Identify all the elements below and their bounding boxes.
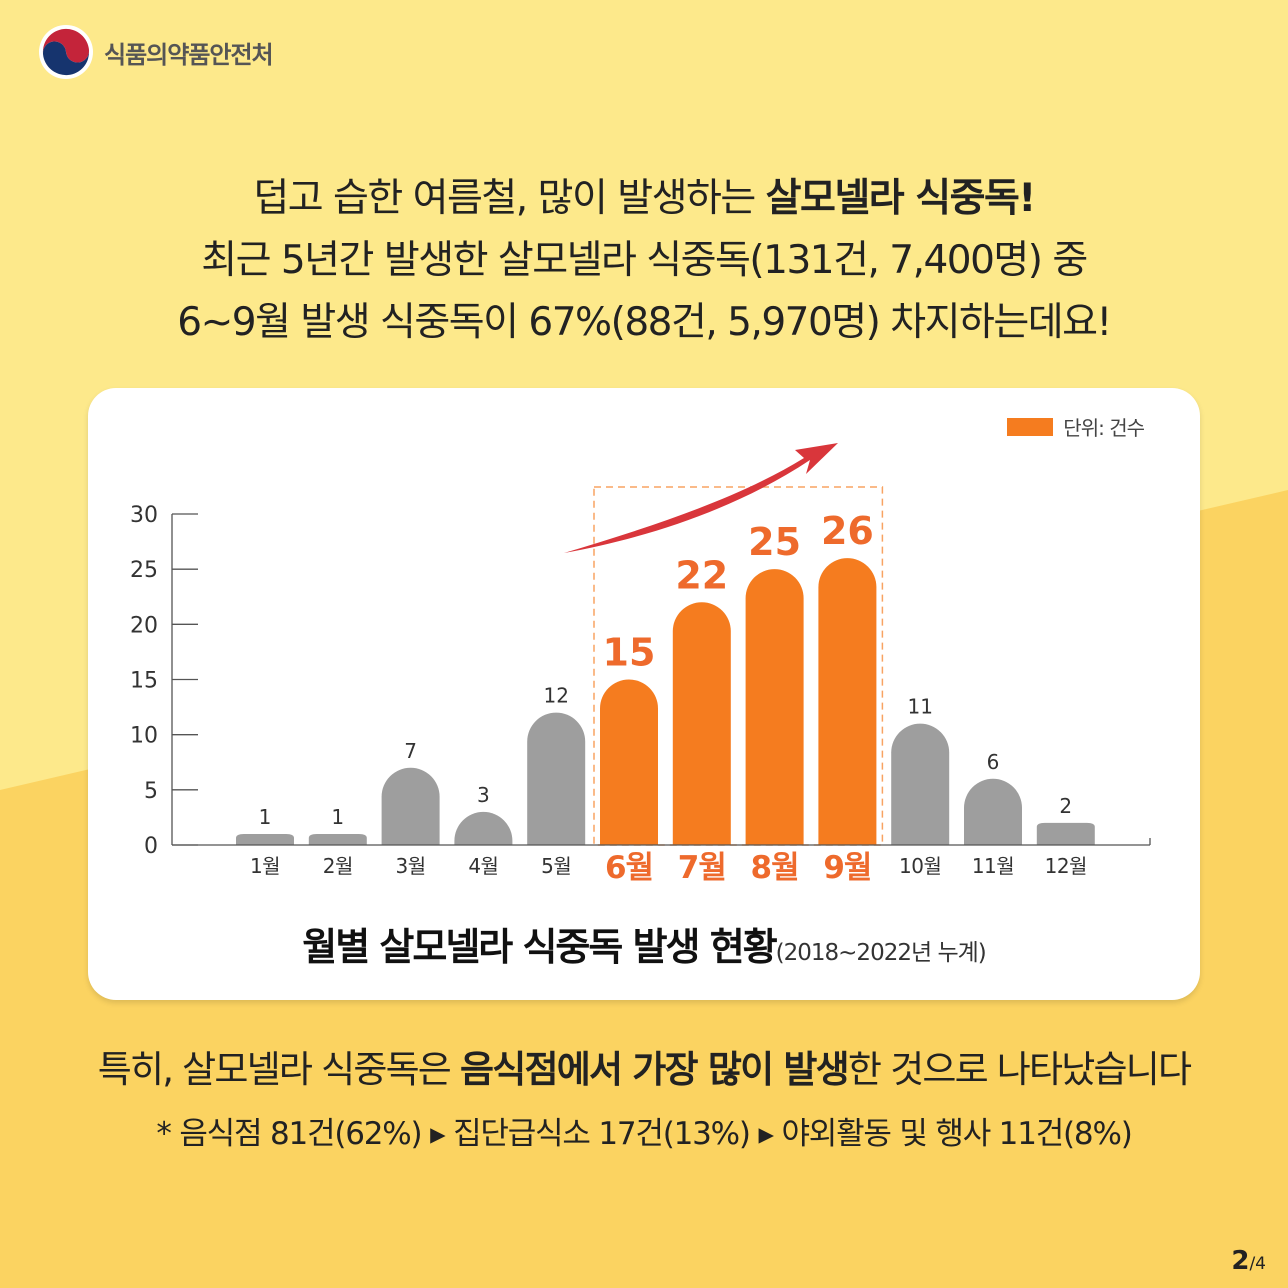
- y-tick-label: 0: [144, 834, 158, 859]
- bar: [1036, 822, 1095, 845]
- headline-line-2: 최근 5년간 발생한 살모넬라 식중독(131건, 7,400명) 중: [201, 238, 1088, 283]
- y-tick-label: 10: [130, 724, 158, 749]
- data-label: 22: [675, 553, 728, 597]
- x-tick-label: 10월: [899, 854, 941, 878]
- bar: [454, 811, 513, 845]
- x-tick-label: 4월: [468, 854, 498, 878]
- legend-label: 단위: 건수: [1063, 416, 1145, 440]
- bar: [308, 833, 367, 845]
- headline: 덥고 습한 여름철, 많이 발생하는 살모넬라 식중독! 최근 5년간 발생한 …: [0, 168, 1288, 354]
- bar: [236, 833, 294, 845]
- data-label: 15: [603, 631, 656, 675]
- x-tick-label: 6월: [605, 850, 653, 886]
- bar: [381, 767, 440, 845]
- highlight-box: [593, 486, 884, 846]
- data-label: 2: [1059, 794, 1072, 818]
- data-label: 1: [259, 805, 272, 829]
- bar: [818, 558, 877, 845]
- taegeuk-emblem-icon: [39, 25, 93, 79]
- data-label: 1: [331, 805, 344, 829]
- bar: [672, 602, 731, 845]
- chart-legend: 단위: 건수: [1007, 412, 1145, 441]
- x-tick-label: 1월: [250, 854, 280, 878]
- x-tick-label: 12월: [1045, 854, 1087, 878]
- data-label: 11: [907, 695, 932, 719]
- x-tick-label: 9월: [823, 850, 871, 886]
- x-tick-label: 3월: [396, 854, 426, 878]
- x-tick-label: 2월: [323, 854, 353, 878]
- y-tick-label: 5: [144, 779, 158, 804]
- legend-swatch: [1007, 417, 1054, 436]
- data-label: 7: [404, 739, 417, 763]
- y-tick-label: 15: [130, 669, 158, 694]
- chart-title-main: 월별 살모넬라 식중독 발생 현황: [302, 925, 777, 969]
- summary: 특히, 살모넬라 식중독은 음식점에서 가장 많이 발생한 것으로 나타났습니다…: [0, 1042, 1288, 1153]
- bar: [964, 778, 1022, 845]
- chart-title-sub: (2018~2022년 누계): [775, 940, 987, 966]
- x-tick-label: 8월: [751, 850, 799, 886]
- data-label: 25: [748, 520, 801, 564]
- data-label: 3: [477, 783, 490, 807]
- y-tick-label: 30: [130, 503, 158, 528]
- page-number: 2/4: [1231, 1246, 1266, 1276]
- chart-title: 월별 살모넬라 식중독 발생 현황(2018~2022년 누계): [88, 916, 1200, 971]
- data-label: 12: [543, 684, 568, 708]
- ministry-name: 식품의약품안전처: [104, 40, 274, 69]
- chart-card: 0 5 10 15 20 25 30 1 1월 1 2월 7 3월 3 4월 12 5월 15 6월 22 7월 25 8월…: [88, 388, 1200, 1000]
- headline-line-3: 6~9월 발생 식중독이 67%(88건, 5,970명) 차지하는데요!: [177, 300, 1112, 345]
- bar: [745, 569, 804, 845]
- headline-line-1: 덥고 습한 여름철, 많이 발생하는 살모넬라 식중독!: [253, 176, 1036, 221]
- y-tick-label: 20: [130, 613, 158, 638]
- bar-chart: 05101520253011월12월73월34월125월156월227월258월…: [130, 443, 1151, 886]
- bar: [891, 723, 950, 845]
- bar: [527, 712, 586, 845]
- x-tick-label: 5월: [541, 854, 571, 878]
- trend-arrow-icon: [564, 443, 838, 553]
- data-label: 6: [987, 750, 1000, 774]
- bar: [600, 679, 658, 845]
- y-tick-label: 25: [130, 558, 158, 583]
- summary-line-2: * 음식점 81건(62%) ▸ 집단급식소 17건(13%) ▸ 야외활동 및…: [156, 1116, 1132, 1152]
- x-tick-label: 7월: [678, 850, 726, 886]
- summary-line-1: 특히, 살모넬라 식중독은 음식점에서 가장 많이 발생한 것으로 나타났습니다: [97, 1048, 1192, 1091]
- data-label: 26: [821, 509, 874, 553]
- x-tick-label: 11월: [972, 854, 1014, 878]
- ministry-logo: 식품의약품안전처: [38, 24, 274, 80]
